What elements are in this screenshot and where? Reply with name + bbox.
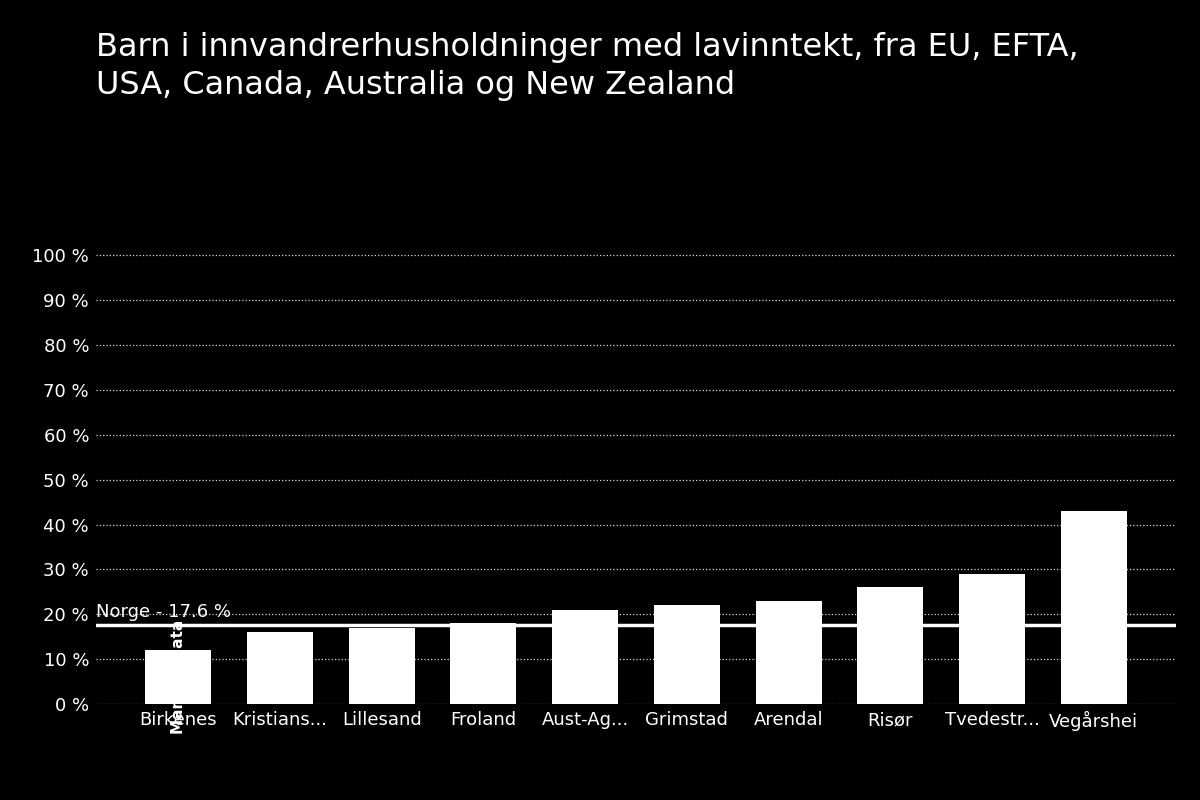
Bar xyxy=(857,587,924,704)
Bar xyxy=(654,606,720,704)
Bar xyxy=(348,628,415,704)
Bar xyxy=(145,650,211,704)
Bar xyxy=(1061,511,1127,704)
Text: Barn i innvandrerhusholdninger med lavinntekt, fra EU, EFTA,
USA, Canada, Austra: Barn i innvandrerhusholdninger med lavin… xyxy=(96,32,1079,102)
Bar xyxy=(450,623,516,704)
Bar xyxy=(959,574,1025,704)
Text: Mangler data: Mangler data xyxy=(170,620,186,734)
Bar xyxy=(756,601,822,704)
Bar xyxy=(552,610,618,704)
Bar xyxy=(247,632,313,704)
Text: Norge - 17.6 %: Norge - 17.6 % xyxy=(96,603,230,622)
